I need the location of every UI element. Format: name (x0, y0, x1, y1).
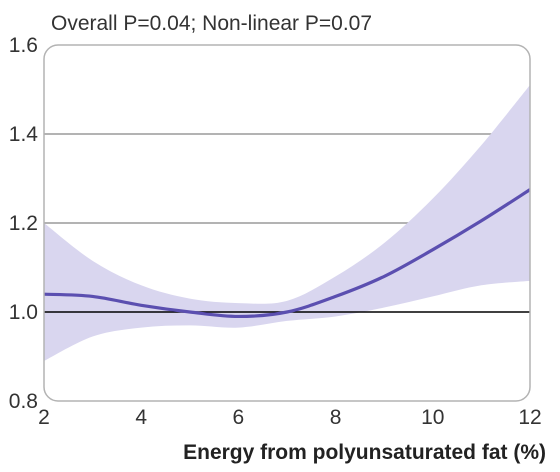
x-axis-label: Energy from polyunsaturated fat (%) (183, 441, 546, 464)
x-tick-label: 8 (330, 406, 342, 429)
y-axis-ticks: 0.8 1.0 1.2 1.4 1.6 (9, 34, 39, 413)
y-tick-label: 1.6 (9, 34, 38, 57)
confidence-band (44, 85, 530, 361)
y-tick-label: 0.8 (9, 390, 38, 413)
plot-frame (43, 44, 531, 402)
x-tick-label: 12 (518, 406, 541, 429)
y-tick-label: 1.4 (9, 123, 39, 146)
x-axis-ticks: 2 4 6 8 10 12 (38, 406, 542, 429)
x-tick-label: 6 (233, 406, 245, 429)
x-tick-label: 4 (135, 406, 147, 429)
x-tick-label: 2 (38, 406, 50, 429)
series-line (44, 188, 530, 319)
chart-annotation: Overall P=0.04; Non-linear P=0.07 (51, 12, 373, 35)
x-tick-label: 10 (421, 406, 444, 429)
y-tick-label: 1.2 (9, 212, 38, 235)
y-tick-label: 1.0 (9, 301, 38, 324)
